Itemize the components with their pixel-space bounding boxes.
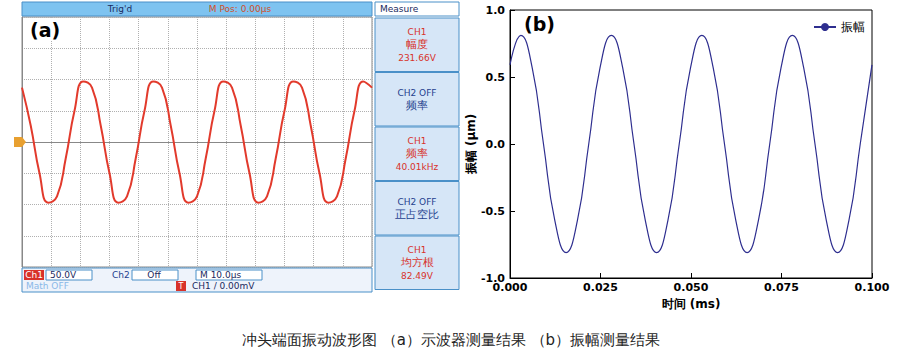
svg-text:40.01kHz: 40.01kHz [396, 162, 439, 172]
svg-text:频率: 频率 [406, 99, 428, 112]
svg-text:均方根: 均方根 [400, 256, 434, 269]
svg-text:-1.0: -1.0 [480, 271, 505, 285]
svg-text:231.66V: 231.66V [398, 53, 436, 63]
svg-text:Ch2: Ch2 [112, 270, 130, 280]
svg-text:0.000: 0.000 [493, 281, 528, 294]
svg-text:0.050: 0.050 [674, 281, 709, 294]
svg-text:Ch1: Ch1 [25, 270, 43, 280]
svg-text:M 10.0μs: M 10.0μs [200, 270, 241, 280]
svg-text:0.100: 0.100 [855, 281, 890, 294]
svg-text:CH2 OFF: CH2 OFF [397, 88, 436, 98]
svg-text:CH2 OFF: CH2 OFF [397, 197, 436, 207]
svg-text:振幅 (μm): 振幅 (μm) [464, 114, 478, 175]
svg-text:频率: 频率 [406, 147, 428, 160]
svg-text:CH1: CH1 [408, 245, 427, 255]
svg-text:-0.5: -0.5 [481, 205, 505, 218]
svg-text:(a): (a) [30, 19, 60, 41]
svg-text:1.0: 1.0 [486, 4, 506, 17]
svg-text:冲头端面振动波形图 （a）示波器测量结果 （b）振幅测量结果: 冲头端面振动波形图 （a）示波器测量结果 （b）振幅测量结果 [242, 331, 660, 349]
svg-text:(b): (b) [524, 13, 555, 35]
svg-text:T: T [178, 282, 184, 291]
svg-text:0.5: 0.5 [486, 71, 506, 84]
svg-text:Measure: Measure [380, 4, 419, 14]
svg-text:正占空比: 正占空比 [395, 208, 439, 221]
svg-text:Off: Off [147, 270, 161, 280]
svg-text:M Pos: 0.00μs: M Pos: 0.00μs [209, 4, 272, 14]
svg-text:0.075: 0.075 [764, 281, 799, 294]
svg-text:0.025: 0.025 [583, 281, 618, 294]
svg-text:CH1: CH1 [408, 136, 427, 146]
svg-text:CH1: CH1 [408, 27, 427, 37]
svg-text:Trig'd: Trig'd [107, 4, 132, 14]
svg-text:幅度: 幅度 [406, 38, 428, 51]
svg-text:振幅: 振幅 [841, 20, 865, 34]
svg-text:Math OFF: Math OFF [26, 281, 69, 291]
svg-text:0.0: 0.0 [486, 138, 506, 151]
svg-text:82.49V: 82.49V [401, 271, 434, 281]
svg-text:CH1 / 0.00mV: CH1 / 0.00mV [192, 281, 255, 291]
svg-text:50.0V: 50.0V [50, 270, 77, 280]
svg-text:时间 (ms): 时间 (ms) [662, 297, 721, 311]
